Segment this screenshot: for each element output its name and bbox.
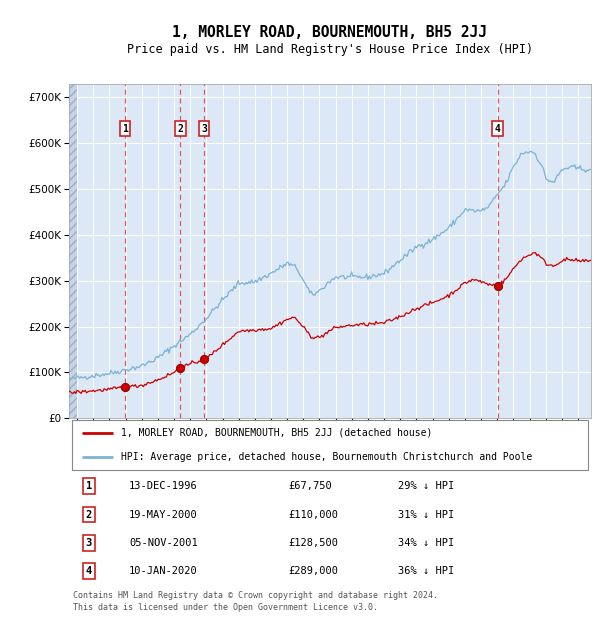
Text: 29% ↓ HPI: 29% ↓ HPI [398, 481, 454, 491]
Text: £110,000: £110,000 [288, 510, 338, 520]
Text: £67,750: £67,750 [288, 481, 332, 491]
Text: HPI: Average price, detached house, Bournemouth Christchurch and Poole: HPI: Average price, detached house, Bour… [121, 453, 532, 463]
Text: 4: 4 [495, 124, 500, 134]
Text: 36% ↓ HPI: 36% ↓ HPI [398, 567, 454, 577]
Text: 4: 4 [86, 567, 92, 577]
Text: 34% ↓ HPI: 34% ↓ HPI [398, 538, 454, 548]
Text: 1: 1 [86, 481, 92, 491]
Text: Contains HM Land Registry data © Crown copyright and database right 2024.: Contains HM Land Registry data © Crown c… [73, 591, 438, 600]
Text: 3: 3 [86, 538, 92, 548]
Text: This data is licensed under the Open Government Licence v3.0.: This data is licensed under the Open Gov… [73, 603, 378, 612]
Text: 3: 3 [201, 124, 207, 134]
Text: 13-DEC-1996: 13-DEC-1996 [129, 481, 198, 491]
Text: 19-MAY-2000: 19-MAY-2000 [129, 510, 198, 520]
Text: £289,000: £289,000 [288, 567, 338, 577]
Text: 10-JAN-2020: 10-JAN-2020 [129, 567, 198, 577]
Text: £128,500: £128,500 [288, 538, 338, 548]
FancyBboxPatch shape [71, 420, 589, 470]
Text: 05-NOV-2001: 05-NOV-2001 [129, 538, 198, 548]
Text: 2: 2 [86, 510, 92, 520]
Bar [69, 84, 77, 418]
Text: 1, MORLEY ROAD, BOURNEMOUTH, BH5 2JJ: 1, MORLEY ROAD, BOURNEMOUTH, BH5 2JJ [173, 25, 487, 40]
Text: 31% ↓ HPI: 31% ↓ HPI [398, 510, 454, 520]
Text: 2: 2 [177, 124, 183, 134]
Text: 1, MORLEY ROAD, BOURNEMOUTH, BH5 2JJ (detached house): 1, MORLEY ROAD, BOURNEMOUTH, BH5 2JJ (de… [121, 428, 433, 438]
Text: Price paid vs. HM Land Registry's House Price Index (HPI): Price paid vs. HM Land Registry's House … [127, 43, 533, 56]
Text: 1: 1 [122, 124, 128, 134]
